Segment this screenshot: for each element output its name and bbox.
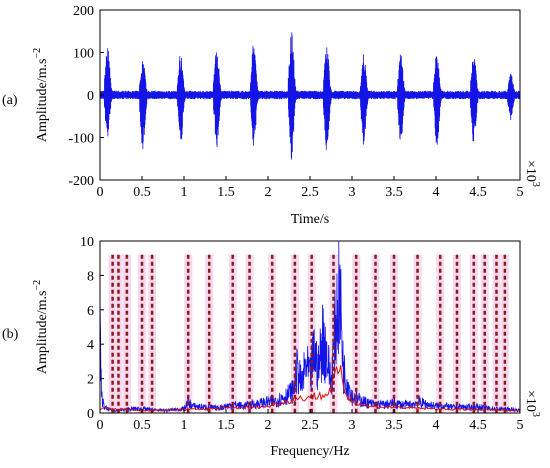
panel-a-y-label: Amplitude/m.s−2 [32,48,50,142]
panel-b-x-tick-label: 1 [181,418,188,433]
panel-b-x-tick-label: 3.5 [385,418,403,433]
panel-a-x-ticks: 0 0.5 1 1.5 2 2.5 3 3.5 4 4.5 5 [97,176,524,200]
panel-b-x-tick-label: 4.5 [469,418,487,433]
panel-b-y-label: Amplitude/m.s−2 [32,280,50,374]
panel-b-x-multiplier-exponent: 3 [530,412,541,417]
panel-a-x-tick-label: 0.5 [133,185,151,200]
svg-text:×103: ×103 [523,160,541,187]
panel-a-x-tick-label: 4.5 [469,185,487,200]
panel-b-y-tick-label: 6 [87,304,94,319]
panel-b-x-tick-label: 1.5 [217,418,235,433]
panel-b-x-tick-label: 0 [97,418,104,433]
panel-a-x-tick-label: 2 [265,185,272,200]
panel-b-x-label: Frequency/Hz [270,444,349,459]
panel-b-y-tick-label: 10 [80,235,94,250]
panel-a-x-tick-label: 2.5 [301,185,319,200]
panel-b-label: (b) [2,327,19,342]
panel-a-y-tick-label: 0 [87,89,94,104]
panel-a-x-multiplier-exponent: 3 [530,182,541,187]
panel-b-y-tick-label: 2 [87,373,94,388]
svg-text:Amplitude/m.s−2: Amplitude/m.s−2 [32,280,50,374]
panel-a-y-tick-label: -200 [68,174,94,189]
panel-a-plot-area [99,9,521,181]
panel-b-x-tick-label: 4 [433,418,440,433]
panel-a-y-ticks: -200 -100 0 100 200 [68,4,104,189]
panel-b-plot-area [99,240,521,414]
panel-a-x-tick-label: 4 [433,185,440,200]
panel-a-x-tick-label: 1.5 [217,185,235,200]
panel-a-signal-line [99,32,521,160]
panel-b-x-tick-label: 5 [517,418,524,433]
panel-a-x-tick-label: 3.5 [385,185,403,200]
panel-b-x-multiplier: ×103 [523,390,541,417]
panel-a-series [99,32,521,160]
panel-b-y-label-text: Amplitude/m.s [35,291,50,375]
svg-text:Amplitude/m.s−2: Amplitude/m.s−2 [32,48,50,142]
panel-a-x-multiplier-text: ×10 [523,160,538,182]
panel-a-y-label-text: Amplitude/m.s [35,59,50,143]
panel-b-y-tick-label: 4 [87,338,94,353]
panel-b-x-tick-label: 2 [265,418,272,433]
panel-b-x-tick-label: 3 [349,418,356,433]
panel-a: (a) 0 0.5 1 1.5 2 2.5 3 3.5 4 4.5 5 -200 -100 0 100 20… [2,4,541,227]
panel-b-x-ticks: 0 0.5 1 1.5 2 2.5 3 3.5 4 4.5 5 [97,409,524,433]
panel-a-x-tick-label: 5 [517,185,524,200]
panel-a-y-tick-label: 200 [73,4,94,19]
panel-a-x-tick-label: 3 [349,185,356,200]
panel-b-envelope-line [99,365,521,412]
panel-b-marker-lines [111,254,507,413]
svg-text:×103: ×103 [523,390,541,417]
panel-a-x-tick-label: 0 [97,185,104,200]
panel-a-x-multiplier: ×103 [523,160,541,187]
panel-a-label: (a) [2,93,18,108]
panel-b-y-label-superscript: −2 [32,280,43,291]
panel-b-y-tick-label: 0 [87,407,94,422]
panel-b-spectrum-line [99,240,521,414]
panel-a-x-tick-label: 1 [181,185,188,200]
panel-b-y-tick-label: 8 [87,269,94,284]
panel-b-x-tick-label: 0.5 [133,418,151,433]
panel-b: (b) 0 0.5 1 1.5 2 2.5 3 3.5 4 4.5 5 0 2 4 6 8 10 Freque… [2,235,541,459]
panel-a-y-tick-label: 100 [73,47,94,62]
panel-a-y-label-superscript: −2 [32,48,43,59]
panel-a-x-label: Time/s [291,212,329,227]
panel-a-y-tick-label: -100 [68,132,94,147]
panel-b-y-ticks: 0 2 4 6 8 10 [80,235,104,422]
panel-b-series [99,240,521,414]
panel-b-x-tick-label: 2.5 [301,418,319,433]
panel-b-x-multiplier-text: ×10 [523,390,538,412]
